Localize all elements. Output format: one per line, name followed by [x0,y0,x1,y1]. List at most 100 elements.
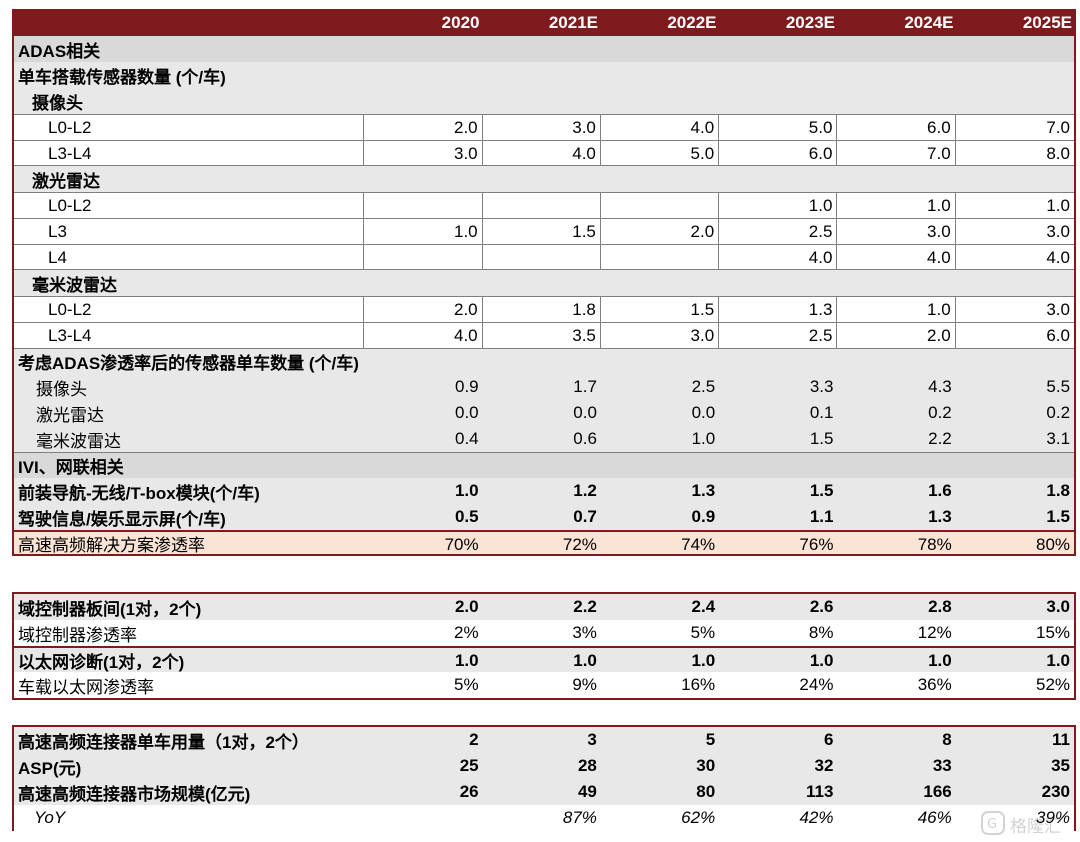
row-label: L0-L2 [14,193,365,218]
row-value-cell: 5% [454,675,479,694]
row-value-cell: 3.1 [1046,429,1071,448]
row-value-cell: 49 [577,782,597,801]
row-value-cell: 4.0 [1046,248,1070,267]
row-value-cell [483,193,601,218]
row-value-cell: 1.0 [719,193,838,218]
row-value-cell: 1.8 [483,297,601,322]
row-value-cell: 3.0 [601,323,720,348]
subsection-label: 单车搭载传感器数量 (个/车) [18,67,226,87]
row-label: 车载以太网渗透率 [18,677,154,697]
svg-text:G: G [987,817,997,832]
row-value-cell: 6.0 [1046,326,1070,345]
row-value-cell: 4.3 [928,377,952,396]
row-value-cell: 0.2 [928,403,952,422]
row-value-cell: 5.0 [601,141,720,165]
row-value-cell: 1.0 [454,481,479,500]
row-value-cell: 8% [808,623,834,642]
row-value-cell: 5.0 [719,115,838,140]
row-label: L3-L4 [14,323,365,348]
row-value-cell: 39% [1036,808,1071,827]
table-header: 2020 2021E 2022E 2023E 2024E 2025E [12,9,1076,36]
row-value-cell: 1.0 [573,651,597,670]
row-value-cell: 24% [799,675,834,694]
controller-ethernet-block: 域控制器板间(1对，2个) 2.0 2.2 2.4 2.6 2.8 3.0 域控制器渗透率 2%… [12,592,1076,700]
row-value-cell: 5% [690,623,716,642]
ivi-row: 驾驶信息/娱乐显示屏(个/车) 0.5 0.7 0.9 1.1 1.3 1.5 [14,504,1074,530]
row-value-cell: 28 [577,756,597,775]
row-value-cell: 2.0 [364,297,483,322]
row-value-cell: 5.5 [1046,377,1071,396]
block2-row: 车载以太网渗透率 5% 9% 16% 24% 36% 52% [14,672,1074,698]
row-value-cell: 166 [923,782,952,801]
row-value-cell: 72% [562,535,597,554]
row-value-cell: 1.0 [364,219,483,244]
row-value-cell: 3.0 [483,115,601,140]
row-value-cell: 3.3 [809,377,834,396]
row-value-cell: 6 [823,730,834,749]
mmwave-level-row: L3-L4 4.0 3.5 3.0 2.5 2.0 6.0 [14,322,1074,348]
row-label: L0-L2 [14,115,365,140]
row-value-cell: 25 [459,756,479,775]
row-value-cell: 15% [1035,623,1071,642]
row-value-cell: 42% [799,808,834,827]
watermark-logo-icon: G [981,811,1005,835]
adjusted-sensor-row: 摄像头 0.9 1.7 2.5 3.3 4.3 5.5 [14,374,1074,400]
row-value-cell: 4.0 [719,245,838,269]
watermark: G 格隆汇 [980,810,1066,837]
row-value-cell: 113 [806,782,834,801]
row-value-cell: 2.0 [364,115,483,140]
row-value-cell: 1.5 [483,219,601,244]
section-title-adas: ADAS相关 [14,36,1074,62]
lidar-level-row: L3 1.0 1.5 2.0 2.5 3.0 3.0 [14,218,1074,244]
row-value-cell: 1.5 [809,429,834,448]
header-year: 2022E [667,13,717,32]
row-value-cell: 1.0 [1046,196,1070,215]
row-value-cell [601,245,720,269]
mmwave-level-row: L0-L2 2.0 1.8 1.5 1.3 1.0 3.0 [14,296,1074,322]
watermark-text: 格隆汇 [1010,817,1061,837]
row-value-cell: 3.0 [1046,222,1070,241]
row-value-cell: 1.6 [928,481,952,500]
row-value-cell: 2.2 [573,597,597,616]
row-value-cell: 52% [1035,675,1071,694]
row-value-cell: 2.0 [837,323,956,348]
row-value-cell: 0.6 [573,429,597,448]
ivi-row: 前装导航-无线/T-box模块(个/车) 1.0 1.2 1.3 1.5 1.6 1.8 [14,478,1074,504]
row-value-cell: 1.0 [837,297,956,322]
row-label: 域控制器板间(1对，2个) [18,599,202,619]
subsection-title-sensor-count: 单车搭载传感器数量 (个/车) [14,62,1074,88]
row-value-cell: 12% [917,623,952,642]
row-value-cell: 7.0 [837,141,956,165]
row-value-cell: 8.0 [1046,144,1070,163]
row-value-cell: 1.7 [573,377,597,396]
row-value-cell: 2.5 [691,377,716,396]
row-value-cell: 87% [562,808,597,827]
row-value-cell: 3.0 [837,219,956,244]
connector-market-block: 高速高频连接器单车用量（1对，2个） 2 3 5 6 8 11 ASP(元) 25 28 30 32 3… [12,725,1076,831]
row-value-cell: 78% [917,535,952,554]
row-value-cell: 1.0 [809,651,834,670]
row-value-cell: 0.0 [691,403,716,422]
group-label: 激光雷达 [32,171,100,191]
row-label: ASP(元) [18,758,82,778]
row-label: 摄像头 [36,379,87,399]
row-value-cell: 11 [1052,730,1071,749]
row-label: L3-L4 [14,141,365,165]
row-label: 高速高频连接器市场规模(亿元) [18,784,251,804]
row-value-cell: 0.2 [1046,403,1071,422]
row-value-cell: 4.0 [483,141,601,165]
row-value-cell: 0.0 [455,403,479,422]
header-label-cell [12,9,365,36]
row-value-cell: 4.0 [837,245,956,269]
row-label: L3 [14,219,365,244]
row-value-cell: 33 [932,756,952,775]
row-value-cell: 0.1 [809,403,834,422]
row-value-cell: 70% [444,535,479,554]
row-value-cell: 1.5 [601,297,720,322]
row-value-cell: 1.2 [573,481,597,500]
row-value-cell: 35 [1051,756,1071,775]
group-label: 毫米波雷达 [32,275,117,295]
row-value-cell: 26 [459,782,479,801]
row-value-cell: 3.5 [483,323,601,348]
